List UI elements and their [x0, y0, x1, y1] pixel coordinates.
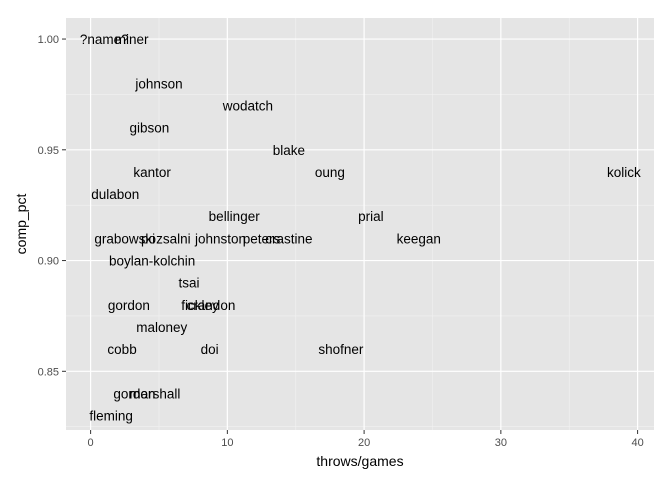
point-label: cobb — [107, 342, 136, 357]
point-label: bellinger — [209, 209, 261, 224]
minor-gridlines — [66, 18, 654, 430]
point-label: prial — [358, 209, 384, 224]
y-tick-label: 1.00 — [38, 34, 59, 46]
point-label: grabowski — [94, 231, 155, 246]
x-axis-ticks: 0 10 20 30 40 — [88, 430, 644, 449]
x-axis-title: throws/games — [316, 453, 403, 469]
y-tick-label: 0.95 — [38, 145, 59, 157]
point-label: johnston — [194, 231, 246, 246]
point-label: crastine — [265, 231, 312, 246]
point-label: fleming — [89, 409, 133, 424]
point-label: keegan — [397, 231, 441, 246]
point-label: peters — [243, 231, 281, 246]
point-label: johnson — [134, 76, 182, 91]
point-label: gordon — [113, 386, 155, 401]
point-label: kolick — [607, 165, 641, 180]
point-label: blake — [273, 143, 305, 158]
point-label: boylan-kolchin — [109, 254, 195, 269]
point-label: wodatch — [222, 98, 273, 113]
point-label: miner — [115, 32, 149, 47]
x-tick-label: 30 — [495, 437, 507, 449]
x-tick-label: 20 — [358, 437, 370, 449]
point-label: pozsalni — [141, 231, 191, 246]
y-tick-label: 0.85 — [38, 366, 59, 378]
point-label: gibson — [130, 121, 170, 136]
point-label: gordon — [108, 298, 150, 313]
major-gridlines — [66, 18, 654, 430]
point-label: doi — [201, 342, 219, 357]
y-tick-label: 0.90 — [38, 256, 59, 268]
y-axis-ticks: 0.85 0.90 0.95 1.00 — [38, 34, 66, 378]
x-tick-label: 40 — [631, 437, 643, 449]
x-tick-label: 10 — [221, 437, 233, 449]
point-label: tsai — [179, 276, 200, 291]
plot-panel — [66, 18, 654, 430]
point-label: maloney — [136, 320, 187, 335]
point-label: fickley — [181, 298, 219, 313]
y-axis-title: comp_pct — [13, 194, 29, 255]
point-label: crandon — [187, 298, 236, 313]
point-label: marshall — [129, 386, 180, 401]
point-label: ?name? — [80, 32, 129, 47]
point-label: kantor — [133, 165, 171, 180]
point-label: dulabon — [91, 187, 139, 202]
point-label: oung — [315, 165, 345, 180]
x-tick-label: 0 — [88, 437, 94, 449]
point-label: shofner — [318, 342, 364, 357]
point-labels: ?name?miner johnson wodatch gibson blake kant… — [80, 32, 641, 424]
